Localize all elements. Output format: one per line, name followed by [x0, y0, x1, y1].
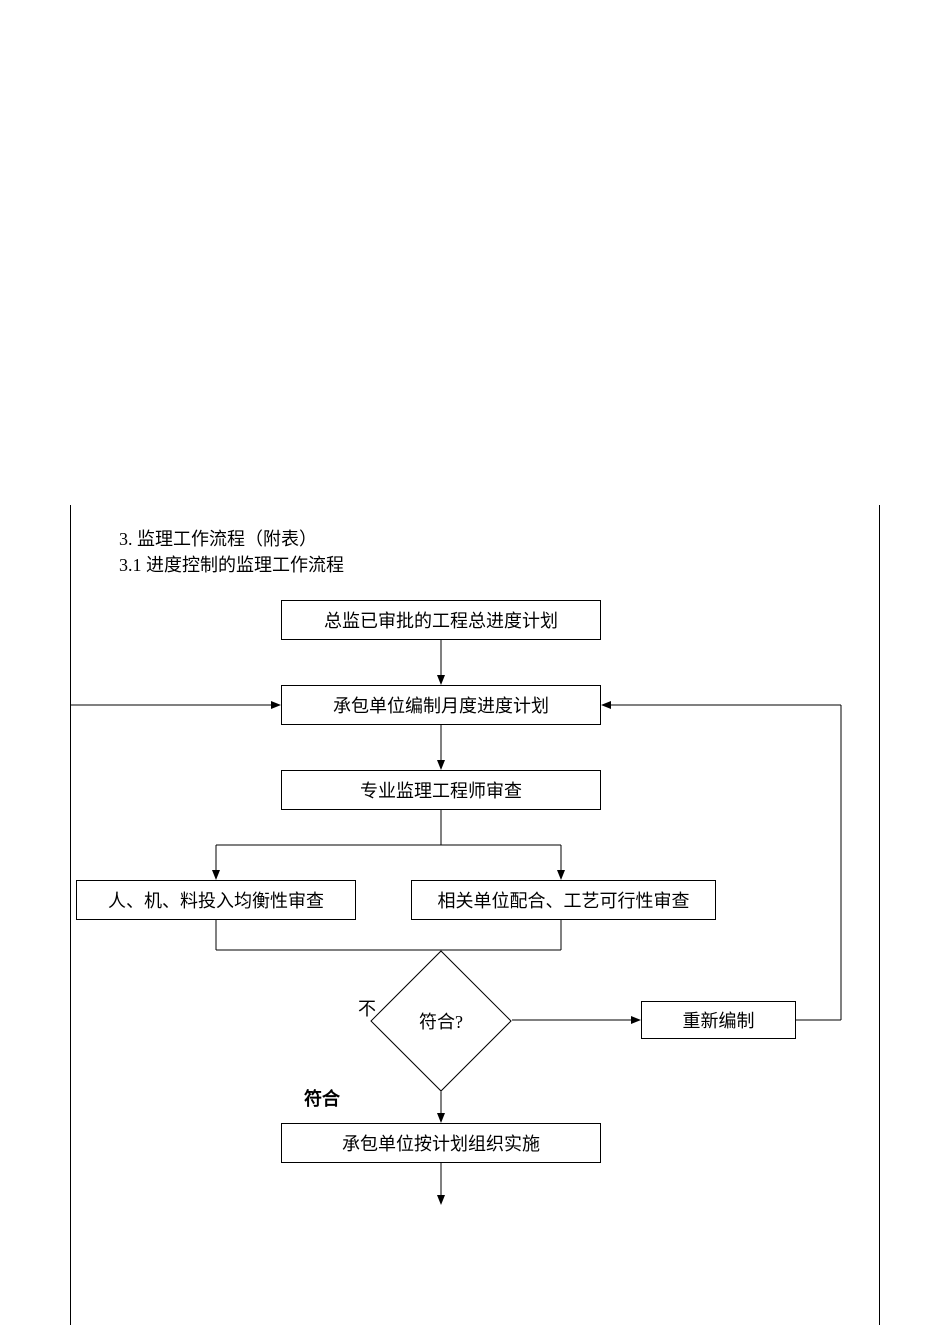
node-balance-review: 人、机、料投入均衡性审查	[76, 880, 356, 920]
node-label: 总监已审批的工程总进度计划	[324, 607, 558, 633]
edge-label-no: 不	[358, 995, 376, 1021]
decision-conform: 符合?	[391, 971, 491, 1071]
node-monthly-plan: 承包单位编制月度进度计划	[281, 685, 601, 725]
node-feasibility-review: 相关单位配合、工艺可行性审查	[411, 880, 716, 920]
node-label: 人、机、料投入均衡性审查	[108, 887, 324, 913]
node-total-plan: 总监已审批的工程总进度计划	[281, 600, 601, 640]
node-label: 承包单位编制月度进度计划	[333, 692, 549, 718]
node-engineer-review: 专业监理工程师审查	[281, 770, 601, 810]
edge-label-yes: 符合	[304, 1085, 340, 1111]
node-label: 相关单位配合、工艺可行性审查	[438, 887, 690, 913]
node-recompile: 重新编制	[641, 1001, 796, 1039]
flowchart-container: 3. 监理工作流程（附表） 3.1 进度控制的监理工作流程	[70, 505, 880, 1325]
heading-1: 3. 监理工作流程（附表）	[119, 525, 317, 551]
node-label: 重新编制	[683, 1007, 755, 1033]
node-label: 专业监理工程师审查	[360, 777, 522, 803]
node-implement: 承包单位按计划组织实施	[281, 1123, 601, 1163]
node-label: 承包单位按计划组织实施	[342, 1130, 540, 1156]
heading-2: 3.1 进度控制的监理工作流程	[119, 551, 344, 577]
decision-label: 符合?	[419, 1008, 463, 1034]
